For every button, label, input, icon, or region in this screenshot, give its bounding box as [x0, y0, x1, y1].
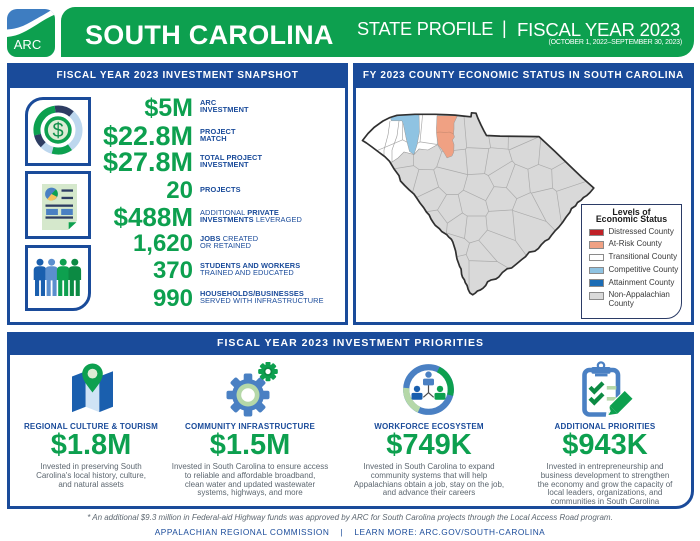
svg-text:ARC: ARC: [14, 37, 41, 52]
svg-text:$: $: [52, 120, 63, 142]
